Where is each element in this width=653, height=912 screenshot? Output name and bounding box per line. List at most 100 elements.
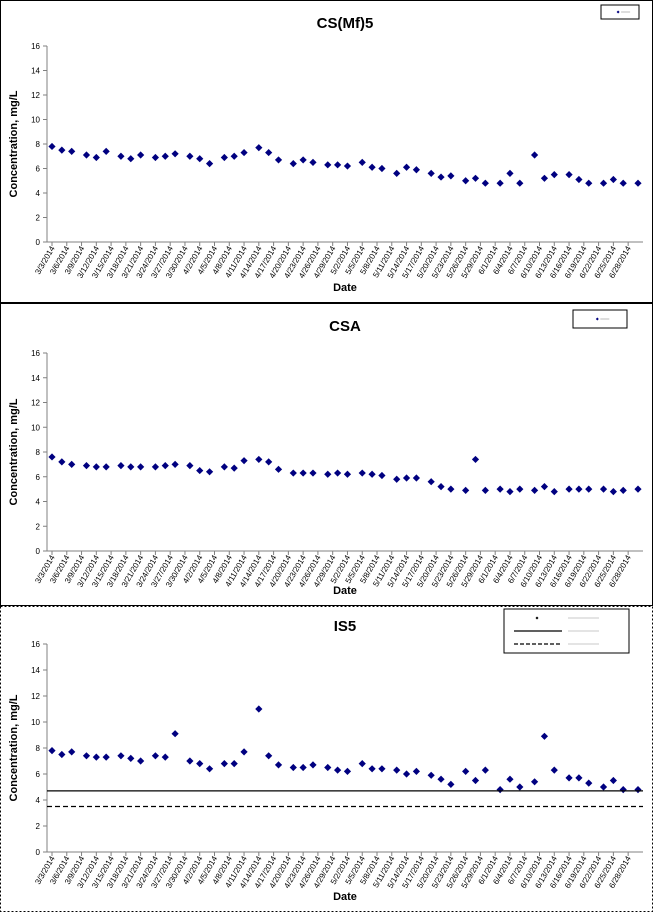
data-point — [151, 153, 160, 162]
data-point — [137, 151, 145, 159]
y-tick-label: 12 — [31, 399, 40, 408]
data-point — [265, 458, 273, 466]
data-point — [230, 464, 238, 472]
data-point — [619, 179, 627, 187]
data-point — [82, 151, 91, 159]
data-point — [427, 771, 435, 779]
data-point — [151, 752, 160, 760]
data-point — [92, 153, 100, 162]
data-point — [274, 156, 283, 164]
data-point — [402, 163, 411, 171]
data-point — [540, 732, 549, 740]
legend-marker-sample — [535, 616, 539, 620]
y-tick-label: 4 — [36, 796, 41, 805]
chart-title: CS(Mf)5 — [317, 15, 374, 32]
data-point — [92, 753, 100, 761]
chart-title: CSA — [329, 318, 361, 335]
chart-panel-is5: IS5 0 2 4 6 8 10 12 14 16 3/3/2014 3/6/2014 3/9/2014… — [0, 606, 653, 912]
data-point — [255, 705, 263, 713]
x-axis-label: Date — [333, 585, 357, 597]
data-point — [368, 765, 376, 773]
y-tick-label: 14 — [31, 374, 40, 383]
data-point — [196, 466, 204, 475]
y-tick-label: 0 — [36, 238, 41, 247]
data-point — [82, 462, 91, 470]
y-tick-label: 2 — [36, 822, 41, 831]
y-tick-label: 2 — [36, 214, 41, 223]
data-point — [196, 155, 204, 163]
data-point — [127, 463, 135, 471]
data-point — [299, 156, 307, 164]
y-tick-label: 4 — [36, 189, 41, 198]
data-point — [220, 463, 228, 471]
y-tick-label: 16 — [31, 42, 40, 51]
data-point — [186, 462, 194, 470]
y-tick-label: 14 — [31, 666, 40, 675]
data-point — [58, 750, 66, 759]
data-point — [171, 730, 179, 738]
data-point — [393, 475, 401, 483]
data-point — [530, 778, 539, 786]
data-point — [68, 748, 76, 756]
data-point — [48, 453, 56, 461]
data-point — [516, 783, 524, 791]
data-point — [634, 786, 642, 794]
data-point — [255, 455, 263, 464]
data-point — [102, 147, 110, 155]
data-point — [462, 767, 470, 775]
data-point — [343, 162, 352, 170]
legend-box — [572, 309, 628, 329]
data-point — [402, 474, 411, 482]
y-tick-label: 8 — [36, 140, 41, 149]
data-point — [324, 763, 332, 772]
data-point — [565, 485, 573, 493]
y-tick-label: 8 — [36, 448, 41, 457]
y-tick-label: 6 — [36, 770, 41, 779]
data-point — [240, 457, 248, 465]
data-point — [599, 179, 608, 187]
data-point — [161, 152, 169, 160]
data-point — [324, 161, 332, 169]
data-point — [506, 169, 514, 177]
data-point — [58, 458, 66, 466]
chart-panel-csmf5: CS(Mf)5 0 2 4 6 8 10 12 14 16 3/3/2014 3/6/2014 3/9/… — [0, 0, 653, 303]
data-point — [82, 752, 91, 760]
data-point — [609, 488, 617, 496]
data-point — [412, 166, 421, 174]
data-point — [550, 766, 558, 774]
data-point — [585, 779, 593, 787]
data-point — [127, 155, 135, 163]
data-point — [412, 474, 421, 482]
data-point — [516, 179, 524, 187]
data-point — [334, 766, 342, 774]
data-point — [205, 468, 214, 476]
legend-marker-sample — [616, 10, 620, 14]
data-point — [599, 783, 608, 791]
data-point — [437, 173, 445, 181]
data-point — [117, 462, 125, 470]
data-point — [68, 460, 76, 468]
data-point — [117, 152, 125, 160]
data-point — [289, 469, 297, 477]
x-axis-label: Date — [333, 891, 357, 903]
y-tick-label: 2 — [36, 522, 41, 531]
data-point — [274, 761, 283, 769]
y-tick-label: 12 — [31, 692, 40, 701]
data-point — [161, 462, 169, 470]
y-tick-label: 10 — [31, 116, 40, 125]
data-point — [550, 488, 558, 496]
data-point — [196, 760, 204, 768]
data-point — [230, 152, 238, 160]
data-point — [368, 470, 376, 478]
y-axis-label: Concentration, mg/L — [8, 398, 20, 505]
data-point — [540, 483, 549, 491]
data-point — [481, 179, 489, 187]
data-point — [575, 774, 583, 782]
y-axis-label: Concentration, mg/L — [8, 694, 20, 801]
data-point — [496, 485, 504, 493]
x-axis-label: Date — [333, 282, 357, 294]
data-point — [378, 471, 386, 480]
data-point — [427, 169, 435, 177]
data-point — [471, 776, 480, 785]
data-point — [309, 469, 317, 477]
